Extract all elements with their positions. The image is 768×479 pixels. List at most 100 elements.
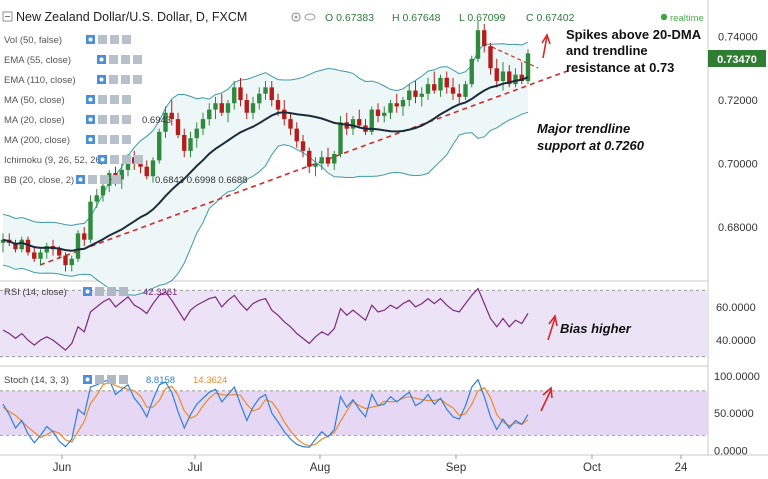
spike-note-line-2: and trendline <box>566 43 648 58</box>
stoch-k-line <box>2 378 529 448</box>
candle-body <box>238 87 243 101</box>
rsi-line <box>2 287 529 351</box>
bollinger-lower-band <box>2 111 529 296</box>
indicator-control-icon[interactable] <box>110 95 119 104</box>
candle-body <box>200 119 206 129</box>
indicator-control-icon[interactable] <box>110 35 119 44</box>
candle-body <box>94 195 99 202</box>
candle-body <box>519 74 524 82</box>
indicator-control-icon[interactable] <box>133 55 142 64</box>
chart-header: New Zealand Dollar/U.S. Dollar, D, FXCM … <box>2 10 704 24</box>
rsi-up-arrow-icon <box>547 314 558 341</box>
indicator-control-icon[interactable] <box>109 75 118 84</box>
indicator-control-icon[interactable] <box>109 55 118 64</box>
indicator-control-icon[interactable] <box>121 75 130 84</box>
candle-body <box>107 173 112 186</box>
indicator-value: 0.6943 <box>142 115 171 126</box>
rsi-label: RSI (14, close) <box>4 287 67 298</box>
stoch-eye-icon[interactable] <box>83 375 92 384</box>
indicator-control-icon[interactable] <box>121 55 130 64</box>
candle-body <box>482 30 487 47</box>
indicator-eye-dot <box>99 57 104 62</box>
candle-body <box>0 239 6 243</box>
candle-body <box>263 87 268 94</box>
indicator-control-icon[interactable] <box>133 75 142 84</box>
candle-body <box>438 77 443 91</box>
indicator-control-icon[interactable] <box>88 175 97 184</box>
current-price-tag: 0.73470 <box>708 50 766 67</box>
stoch-label: Stoch (14, 3, 3) <box>4 375 69 386</box>
candle-body <box>207 109 212 120</box>
ohlc-open: O 0.67383 <box>325 12 374 24</box>
indicator-control-icon[interactable] <box>122 155 131 164</box>
indicator-control-icon[interactable] <box>112 175 121 184</box>
stoch-axis[interactable]: 100.0000 50.0000 0.0000 <box>714 371 760 457</box>
rsi-header: RSI (14, close) 42.3261 <box>4 287 177 298</box>
candle-body <box>219 103 224 113</box>
indicator-eye-dot <box>100 157 105 162</box>
rsi-tick-label: 40.0000 <box>716 335 756 347</box>
stoch-k-value: 8.8158 <box>146 375 175 386</box>
candle-body <box>457 93 462 97</box>
candle-body <box>413 90 418 97</box>
indicator-control-icon[interactable] <box>110 135 119 144</box>
candle-body <box>69 258 74 266</box>
collapse-icon[interactable] <box>2 11 13 22</box>
candle-body <box>25 239 31 253</box>
candle-body <box>488 46 493 69</box>
bias-higher-note: Bias higher <box>560 321 632 336</box>
stoch-d-value: 14.3624 <box>193 375 227 386</box>
candle-body <box>38 252 43 259</box>
realtime-label: realtime <box>670 13 704 24</box>
candle-body <box>169 112 174 120</box>
rsi-settings-icon[interactable] <box>95 287 104 296</box>
indicator-control-icon[interactable] <box>110 115 119 124</box>
time-axis[interactable]: Jun Jul Aug Sep Oct 24 <box>53 455 688 474</box>
indicator-control-icon[interactable] <box>98 95 107 104</box>
candle-body <box>213 103 218 110</box>
stoch-settings-icon[interactable] <box>95 375 104 384</box>
candle-body <box>63 255 68 266</box>
settings-icon[interactable] <box>291 12 301 22</box>
stoch-tick-label: 0.0000 <box>714 445 748 457</box>
indicator-list: Vol (50, false) EMA (55, close) EMA (110, … <box>4 35 247 186</box>
candle-body <box>13 242 18 250</box>
indicator-control-icon[interactable] <box>98 135 107 144</box>
candle-body <box>194 128 199 139</box>
stoch-tick-label: 50.0000 <box>714 408 754 420</box>
rsi-axis[interactable]: 60.0000 40.0000 <box>716 302 756 347</box>
rsi-add-icon[interactable] <box>107 287 116 296</box>
indicator-control-icon[interactable] <box>98 115 107 124</box>
indicator-control-icon[interactable] <box>122 95 131 104</box>
indicator-control-icon[interactable] <box>110 155 119 164</box>
visibility-icon[interactable] <box>304 13 316 21</box>
stoch-close-icon[interactable] <box>119 375 128 384</box>
indicator-label: MA (200, close) <box>4 135 70 146</box>
indicator-control-icon[interactable] <box>122 115 131 124</box>
time-tick-label: Oct <box>583 462 602 474</box>
support-note-line-1: Major trendline <box>537 121 630 136</box>
rsi-eye-icon[interactable] <box>83 287 92 296</box>
indicator-control-icon[interactable] <box>134 155 143 164</box>
indicator-label: BB (20, close, 2) <box>4 175 74 186</box>
price-axis[interactable]: 0.74000 0.72000 0.70000 0.68000 <box>718 32 758 234</box>
indicator-eye-dot <box>99 77 104 82</box>
indicator-control-icon[interactable] <box>98 35 107 44</box>
candle-body <box>400 100 406 107</box>
stoch-header: Stoch (14, 3, 3) 8.8158 14.3624 <box>4 375 227 386</box>
candle-body <box>469 58 474 85</box>
candle-body <box>407 90 412 101</box>
stoch-add-icon[interactable] <box>107 375 116 384</box>
rsi-close-icon[interactable] <box>119 287 128 296</box>
time-tick-label: Jun <box>53 462 72 474</box>
indicator-eye-dot <box>78 177 83 182</box>
indicator-control-icon[interactable] <box>100 175 109 184</box>
indicator-control-icon[interactable] <box>122 35 131 44</box>
candle-body <box>250 103 256 113</box>
time-tick-label: Sep <box>446 462 466 474</box>
indicator-control-icon[interactable] <box>122 135 131 144</box>
candle-body <box>32 252 37 259</box>
indicator-label: MA (20, close) <box>4 115 65 126</box>
candle-body <box>82 233 87 240</box>
